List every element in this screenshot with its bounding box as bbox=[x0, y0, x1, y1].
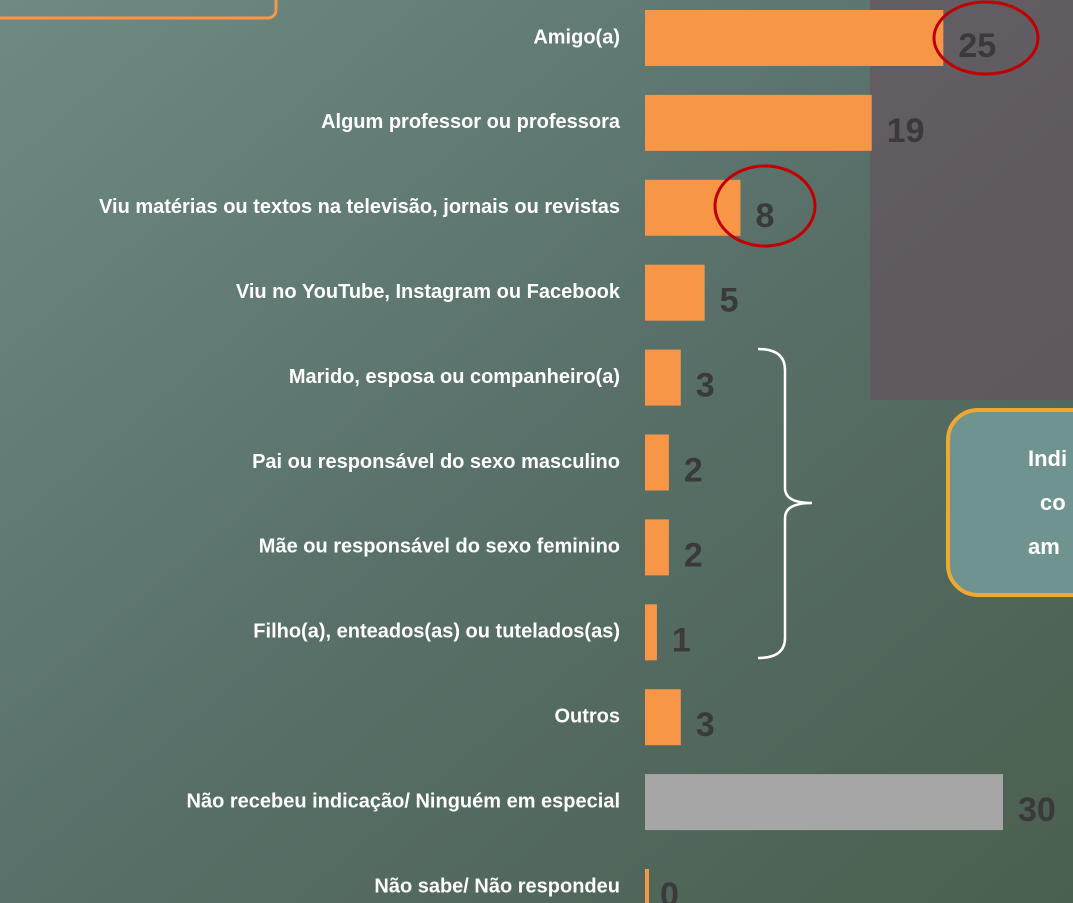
value-label: 3 bbox=[696, 706, 715, 744]
category-label: Outros bbox=[554, 705, 620, 727]
bar bbox=[645, 264, 705, 321]
bar bbox=[645, 519, 669, 576]
value-label: 19 bbox=[887, 112, 925, 150]
bar bbox=[645, 179, 741, 236]
category-label: Filho(a), enteados(as) ou tutelados(as) bbox=[253, 621, 620, 643]
category-label: Viu matérias ou textos na televisão, jor… bbox=[99, 196, 620, 218]
bar bbox=[645, 689, 681, 746]
highlight-circle bbox=[932, 0, 1040, 76]
value-label: 0 bbox=[660, 876, 679, 903]
category-label: Mãe ou responsável do sexo feminino bbox=[259, 536, 620, 558]
category-label: Não recebeu indicação/ Ninguém em especi… bbox=[187, 790, 621, 812]
category-label: Pai ou responsável do sexo masculino bbox=[252, 451, 620, 473]
value-label: 3 bbox=[696, 367, 715, 405]
category-label: Não sabe/ Não respondeu bbox=[374, 875, 620, 897]
category-label: Viu no YouTube, Instagram ou Facebook bbox=[236, 281, 621, 303]
callout-text: am bbox=[1028, 534, 1060, 559]
value-label: 30 bbox=[1018, 791, 1056, 829]
category-label: Marido, esposa ou companheiro(a) bbox=[289, 366, 620, 388]
bar bbox=[645, 94, 872, 151]
bar bbox=[645, 434, 669, 491]
value-label: 5 bbox=[720, 282, 739, 320]
background-shape bbox=[870, 0, 1073, 400]
brace bbox=[757, 347, 813, 660]
value-label: 2 bbox=[684, 451, 703, 489]
value-label: 1 bbox=[672, 621, 691, 659]
highlight-circle bbox=[713, 164, 817, 248]
value-label: 8 bbox=[755, 197, 774, 235]
bar bbox=[645, 604, 657, 661]
bar bbox=[645, 774, 1003, 831]
callout-text: Indi bbox=[1028, 446, 1067, 471]
bar-zero bbox=[645, 869, 649, 903]
value-label: 2 bbox=[684, 536, 703, 574]
top-box bbox=[0, 0, 278, 20]
value-label: 25 bbox=[958, 27, 996, 65]
callout bbox=[946, 408, 1073, 597]
category-label: Amigo(a) bbox=[533, 26, 620, 48]
callout-text: co bbox=[1040, 490, 1066, 515]
category-label: Algum professor ou professora bbox=[321, 111, 621, 133]
bar bbox=[645, 10, 944, 66]
bar bbox=[645, 349, 681, 406]
